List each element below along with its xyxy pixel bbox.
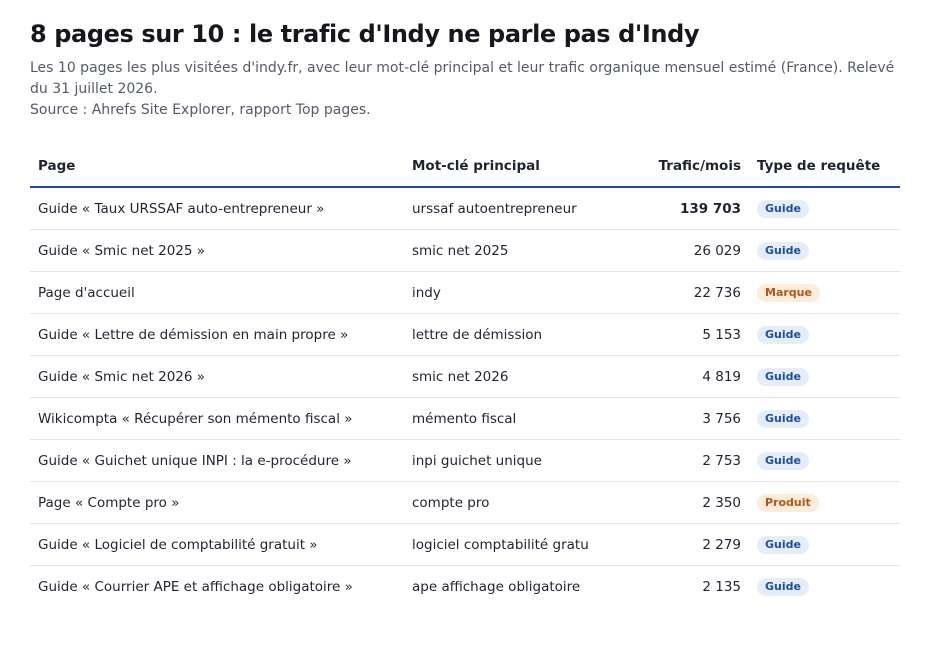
column-header-traffic: Trafic/mois <box>590 146 749 188</box>
cell-page: Guide « Smic net 2025 » <box>30 229 404 272</box>
cell-keyword: lettre de démission <box>404 313 590 356</box>
column-header-type: Type de requête <box>749 146 900 188</box>
cell-keyword: urssaf autoentrepreneur <box>404 187 590 230</box>
cell-traffic: 139 703 <box>590 187 749 230</box>
column-header-keyword: Mot-clé principal <box>404 146 590 188</box>
query-type-badge: Produit <box>757 493 819 512</box>
cell-type: Guide <box>749 397 900 440</box>
query-type-badge: Guide <box>757 199 809 218</box>
table-header-row: Page Mot-clé principal Trafic/mois Type … <box>30 146 900 188</box>
cell-type: Guide <box>749 229 900 272</box>
query-type-badge: Guide <box>757 241 809 260</box>
table-row: Guide « Smic net 2026 » smic net 2026 4 81… <box>30 355 900 398</box>
cell-traffic: 2 135 <box>702 578 741 595</box>
column-header-page: Page <box>30 146 404 188</box>
cell-keyword: compte pro <box>404 481 590 524</box>
source-note: Source : Ahrefs Site Explorer, rapport T… <box>30 102 371 118</box>
cell-page: Guide « Taux URSSAF auto-entrepreneur » <box>30 187 404 230</box>
top-pages-table: Page Mot-clé principal Trafic/mois Type … <box>30 146 900 607</box>
cell-keyword: smic net 2025 <box>404 229 590 272</box>
cell-traffic: 5 153 <box>590 313 749 356</box>
page-subtitle: Les 10 pages les plus visitées d'indy.fr… <box>30 60 895 97</box>
query-type-badge: Guide <box>757 451 809 470</box>
query-type-badge: Marque <box>757 283 820 302</box>
table-row: Guide « Taux URSSAF auto-entrepreneur » u… <box>30 187 900 230</box>
cell-keyword: logiciel comptabilité gratuit <box>404 523 590 566</box>
cell-page: Guide « Lettre de démission en main prop… <box>30 313 404 356</box>
cell-page: Guide « Smic net 2026 » <box>30 355 404 398</box>
cell-type: Produit <box>749 481 900 524</box>
cell-page: Guide « Courrier APE et affichage obliga… <box>38 578 353 595</box>
cell-traffic: 2 279 <box>590 523 749 566</box>
cell-traffic: 4 819 <box>590 355 749 398</box>
query-type-badge: Guide <box>757 577 809 596</box>
page-title: 8 pages sur 10 : le trafic d'Indy ne par… <box>30 20 700 48</box>
cell-traffic: 2 753 <box>590 439 749 482</box>
table-row: Guide « Guichet unique INPI : la e-procé… <box>30 439 900 482</box>
table-body: Guide « Taux URSSAF auto-entrepreneur » u… <box>30 187 900 607</box>
cell-traffic: 3 756 <box>590 397 749 440</box>
cell-keyword: smic net 2026 <box>404 355 590 398</box>
table-row: Page « Compte pro » compte pro 2 350 Produi… <box>30 481 900 524</box>
query-type-badge: Guide <box>757 325 809 344</box>
cell-type: Guide <box>749 523 900 566</box>
cell-page: Guide « Logiciel de comptabilité gratuit… <box>30 523 404 566</box>
cell-traffic: 26 029 <box>590 229 749 272</box>
table-row: Guide « Smic net 2025 » smic net 2025 26 0… <box>30 229 900 272</box>
query-type-badge: Guide <box>757 535 809 554</box>
cell-keyword: ape affichage obligatoire <box>412 578 581 595</box>
cell-page: Guide « Guichet unique INPI : la e-procé… <box>30 439 404 482</box>
cell-keyword: mémento fiscal <box>404 397 590 440</box>
cell-page: Wikicompta « Récupérer son mémento fisca… <box>30 397 404 440</box>
table-row: Guide « Courrier APE et affichage obliga… <box>30 566 900 608</box>
cell-type: Guide <box>749 355 900 398</box>
cell-type: Guide <box>749 566 900 608</box>
cell-traffic: 22 736 <box>590 271 749 314</box>
cell-type: Guide <box>749 439 900 482</box>
cell-type: Guide <box>749 313 900 356</box>
table-row: Page d'accueil indy 22 736 Marque <box>30 271 900 314</box>
query-type-badge: Guide <box>757 367 809 386</box>
cell-type: Guide <box>749 187 900 230</box>
cell-traffic: 2 350 <box>590 481 749 524</box>
cell-type: Marque <box>749 271 900 314</box>
query-type-badge: Guide <box>757 409 809 428</box>
table-row: Guide « Lettre de démission en main prop… <box>30 313 900 356</box>
cell-page: Page « Compte pro » <box>30 481 404 524</box>
cell-keyword: inpi guichet unique <box>404 439 590 482</box>
table-row: Guide « Logiciel de comptabilité gratuit… <box>30 523 900 566</box>
cell-page: Page d'accueil <box>30 271 404 314</box>
cell-keyword: indy <box>404 271 590 314</box>
table-row: Wikicompta « Récupérer son mémento fisca… <box>30 397 900 440</box>
